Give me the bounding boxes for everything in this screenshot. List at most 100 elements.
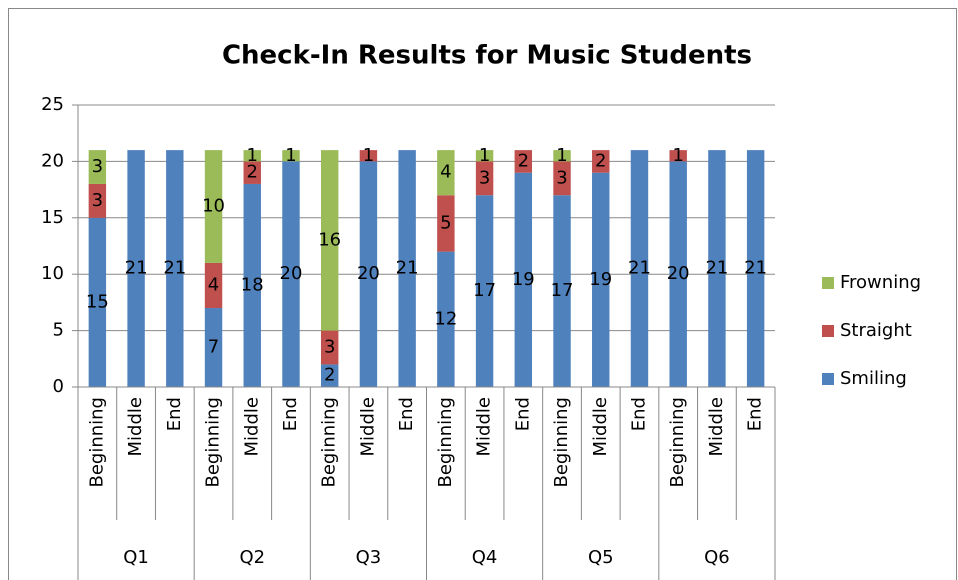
bar-segment (88, 150, 107, 184)
legend-label: Frowning (840, 272, 921, 293)
bar-segment (204, 262, 223, 309)
bar-segment (88, 183, 107, 218)
data-label: 1 (363, 145, 374, 166)
bar-segment (475, 161, 494, 196)
data-label: 21 (628, 258, 651, 279)
bar-segment (669, 161, 687, 387)
data-label: 21 (744, 258, 767, 279)
bar-segment (282, 161, 300, 387)
bar-segment (243, 161, 261, 184)
bar-segment (746, 150, 765, 387)
x-tick-label: Beginning (551, 397, 572, 488)
bar-segment (437, 251, 455, 387)
bar-segment (437, 195, 455, 252)
bar-segment (475, 195, 494, 387)
y-tick-label: 5 (53, 320, 64, 341)
bar-segment (475, 150, 494, 162)
data-label: 12 (434, 308, 457, 329)
bar-segment (592, 172, 610, 387)
bar-segment (204, 308, 223, 387)
data-label: 20 (280, 263, 303, 284)
group-label: Q1 (123, 547, 149, 568)
bar-segment (553, 150, 571, 162)
legend-swatch (822, 373, 834, 385)
x-tick-label: End (628, 397, 649, 431)
bar-segment (669, 150, 687, 162)
x-tick-label: Middle (474, 397, 495, 456)
bar-segment (553, 161, 571, 196)
y-tick-label: 0 (53, 376, 64, 397)
data-label: 2 (518, 150, 529, 171)
data-label: 2 (247, 162, 258, 183)
x-tick-label: Beginning (667, 397, 688, 488)
x-tick-label: Beginning (86, 397, 107, 488)
data-label: 3 (556, 167, 567, 188)
bar-segment (359, 150, 378, 162)
data-label: 3 (324, 337, 335, 358)
group-label: Q2 (239, 547, 265, 568)
bar-segment (127, 150, 145, 387)
chart-title: Check-In Results for Music Students (222, 41, 752, 71)
x-tick-label: End (164, 397, 185, 431)
x-tick-label: End (280, 397, 301, 431)
bar-segment (320, 364, 339, 387)
y-tick-label: 15 (41, 207, 64, 228)
x-tick-label: Middle (590, 397, 611, 456)
data-label: 4 (208, 274, 219, 295)
legend-swatch (822, 277, 834, 289)
x-tick-label: End (396, 397, 417, 431)
data-label: 2 (595, 150, 606, 171)
x-tick-label: Beginning (435, 397, 456, 488)
bar-segment (708, 150, 726, 387)
bar-segment (437, 150, 455, 196)
data-label: 21 (396, 258, 419, 279)
x-tick-label: Middle (357, 397, 378, 456)
group-label: Q6 (704, 547, 730, 568)
bar-segment (204, 150, 223, 263)
data-label: 3 (92, 156, 103, 177)
bar-segment (514, 150, 533, 173)
legend-swatch (822, 325, 834, 337)
bar-segment (320, 330, 339, 365)
data-label: 1 (247, 145, 258, 166)
data-label: 1 (672, 145, 683, 166)
data-label: 3 (92, 190, 103, 211)
y-tick-label: 20 (41, 150, 64, 171)
data-label: 2 (324, 365, 335, 386)
x-tick-label: End (512, 397, 533, 431)
data-label: 16 (318, 229, 341, 250)
data-label: 1 (556, 145, 567, 166)
y-tick-label: 25 (41, 94, 64, 115)
bar-segment (514, 172, 533, 387)
bar-segment (320, 150, 339, 331)
x-tick-label: Middle (241, 397, 262, 456)
data-label: 20 (357, 263, 380, 284)
data-label: 21 (163, 258, 186, 279)
data-label: 1 (479, 145, 490, 166)
data-label: 7 (208, 337, 219, 358)
legend-label: Straight (840, 320, 912, 341)
data-label: 19 (512, 269, 535, 290)
bar-segment (243, 150, 261, 162)
bar-segment (243, 183, 261, 387)
data-label: 1 (285, 145, 296, 166)
bar-segment (592, 150, 610, 173)
data-label: 17 (551, 280, 574, 301)
data-label: 10 (202, 196, 225, 217)
data-label: 19 (589, 269, 612, 290)
data-label: 21 (705, 258, 728, 279)
data-label: 21 (125, 258, 148, 279)
data-label: 3 (479, 167, 490, 188)
bar-segment (282, 150, 300, 162)
x-tick-label: End (745, 397, 766, 431)
bar-segment (359, 161, 378, 387)
data-label: 5 (440, 212, 451, 233)
group-label: Q5 (588, 547, 614, 568)
bar-segment (553, 195, 571, 387)
x-tick-label: Middle (125, 397, 146, 456)
legend-label: Smiling (840, 368, 907, 389)
data-label: 20 (667, 263, 690, 284)
bar-segment (88, 217, 107, 387)
bar-segment (630, 150, 649, 387)
